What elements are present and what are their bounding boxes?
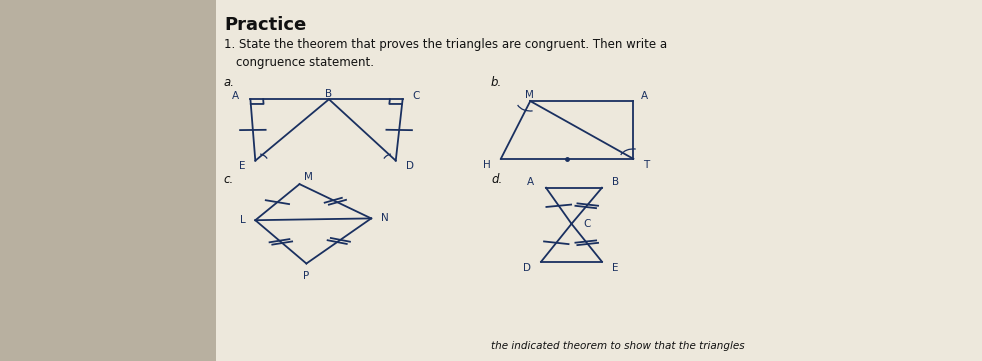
Text: A: A	[641, 91, 648, 101]
Text: P: P	[303, 271, 309, 281]
Text: 1. State the theorem that proves the triangles are congruent. Then write a: 1. State the theorem that proves the tri…	[224, 38, 667, 51]
Text: M: M	[525, 90, 534, 100]
Text: b.: b.	[491, 76, 502, 89]
Text: C: C	[583, 219, 591, 229]
Text: a.: a.	[224, 76, 235, 89]
FancyBboxPatch shape	[216, 0, 982, 361]
Text: B: B	[325, 89, 333, 99]
Text: D: D	[406, 161, 413, 171]
Text: A: A	[232, 91, 239, 101]
Text: E: E	[612, 263, 619, 273]
Text: c.: c.	[224, 173, 234, 186]
Text: E: E	[239, 161, 246, 171]
Text: C: C	[412, 91, 420, 101]
Text: Practice: Practice	[224, 16, 306, 34]
Text: H: H	[483, 160, 491, 170]
Text: B: B	[612, 177, 619, 187]
Text: M: M	[304, 172, 313, 182]
Text: L: L	[240, 215, 246, 225]
Text: D: D	[523, 263, 531, 273]
Text: N: N	[381, 213, 389, 223]
Text: the indicated theorem to show that the triangles: the indicated theorem to show that the t…	[491, 341, 744, 351]
Text: A: A	[527, 177, 534, 187]
Text: d.: d.	[491, 173, 502, 186]
Text: T: T	[643, 160, 649, 170]
Text: congruence statement.: congruence statement.	[236, 56, 374, 69]
